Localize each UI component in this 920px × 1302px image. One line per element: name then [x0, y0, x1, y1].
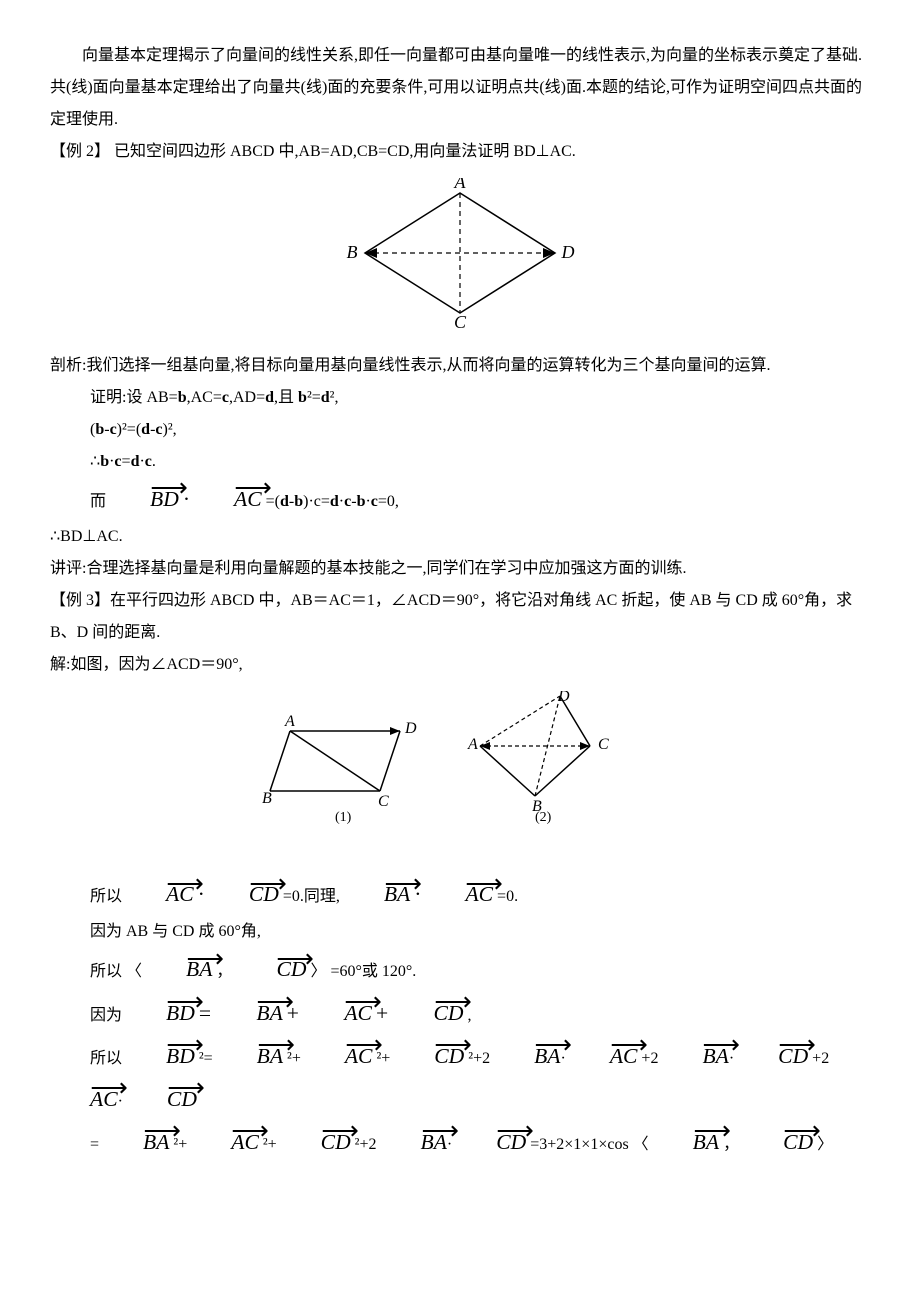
svg-text:C: C: [598, 736, 609, 753]
svg-text:D: D: [557, 691, 570, 705]
example-2-title: 【例 2】 已知空间四边形 ABCD 中,AB=AD,CB=CD,用向量法证明 …: [50, 136, 870, 168]
svg-text:D: D: [561, 242, 575, 262]
figure-2-fold: A B C D (1) A B C D (2): [50, 691, 870, 863]
figure-1-rhombus: A B C D: [50, 178, 870, 340]
proof-line-1: 证明:设 AB=b,AC=c,AD=d,且 b²=d²,: [50, 382, 870, 414]
solution-line-6: = ⟶BA ²+ ⟶AC ²+ ⟶CD ²+2 ⟶BA· ⟶CD =3+2×1×…: [50, 1121, 870, 1164]
svg-text:A: A: [467, 736, 478, 753]
proof-conclusion: ∴BD⊥AC.: [50, 521, 870, 553]
svg-text:D: D: [404, 720, 417, 737]
solution-line-1: 所以 ⟶AC · ⟶CD =0.同理, ⟶BA · ⟶AC =0.: [50, 873, 870, 916]
comment-text: 讲评:合理选择基向量是利用向量解题的基本技能之一,同学们在学习中应加强这方面的训…: [50, 553, 870, 585]
proof-line-2: (b-c)²=(d-c)²,: [50, 414, 870, 446]
svg-text:A: A: [284, 713, 295, 730]
example-3-title: 【例 3】在平行四边形 ABCD 中，AB＝AC＝1，∠ACD＝90°，将它沿对…: [50, 585, 870, 649]
solution-intro: 解:如图，因为∠ACD＝90°,: [50, 649, 870, 681]
svg-text:C: C: [378, 793, 389, 810]
svg-text:B: B: [347, 242, 358, 262]
svg-text:A: A: [454, 178, 467, 192]
svg-text:B: B: [262, 790, 272, 807]
analysis-text: 剖析:我们选择一组基向量,将目标向量用基向量线性表示,从而将向量的运算转化为三个…: [50, 350, 870, 382]
svg-text:C: C: [454, 312, 467, 328]
intro-paragraph: 向量基本定理揭示了向量间的线性关系,即任一向量都可由基向量唯一的线性表示,为向量…: [50, 40, 870, 136]
svg-text:(1): (1): [335, 810, 352, 825]
svg-text:(2): (2): [535, 810, 552, 825]
proof-line-4: 而 ⟶BD · ⟶AC =(d-b)·c=d·c-b·c=0,: [50, 478, 870, 521]
